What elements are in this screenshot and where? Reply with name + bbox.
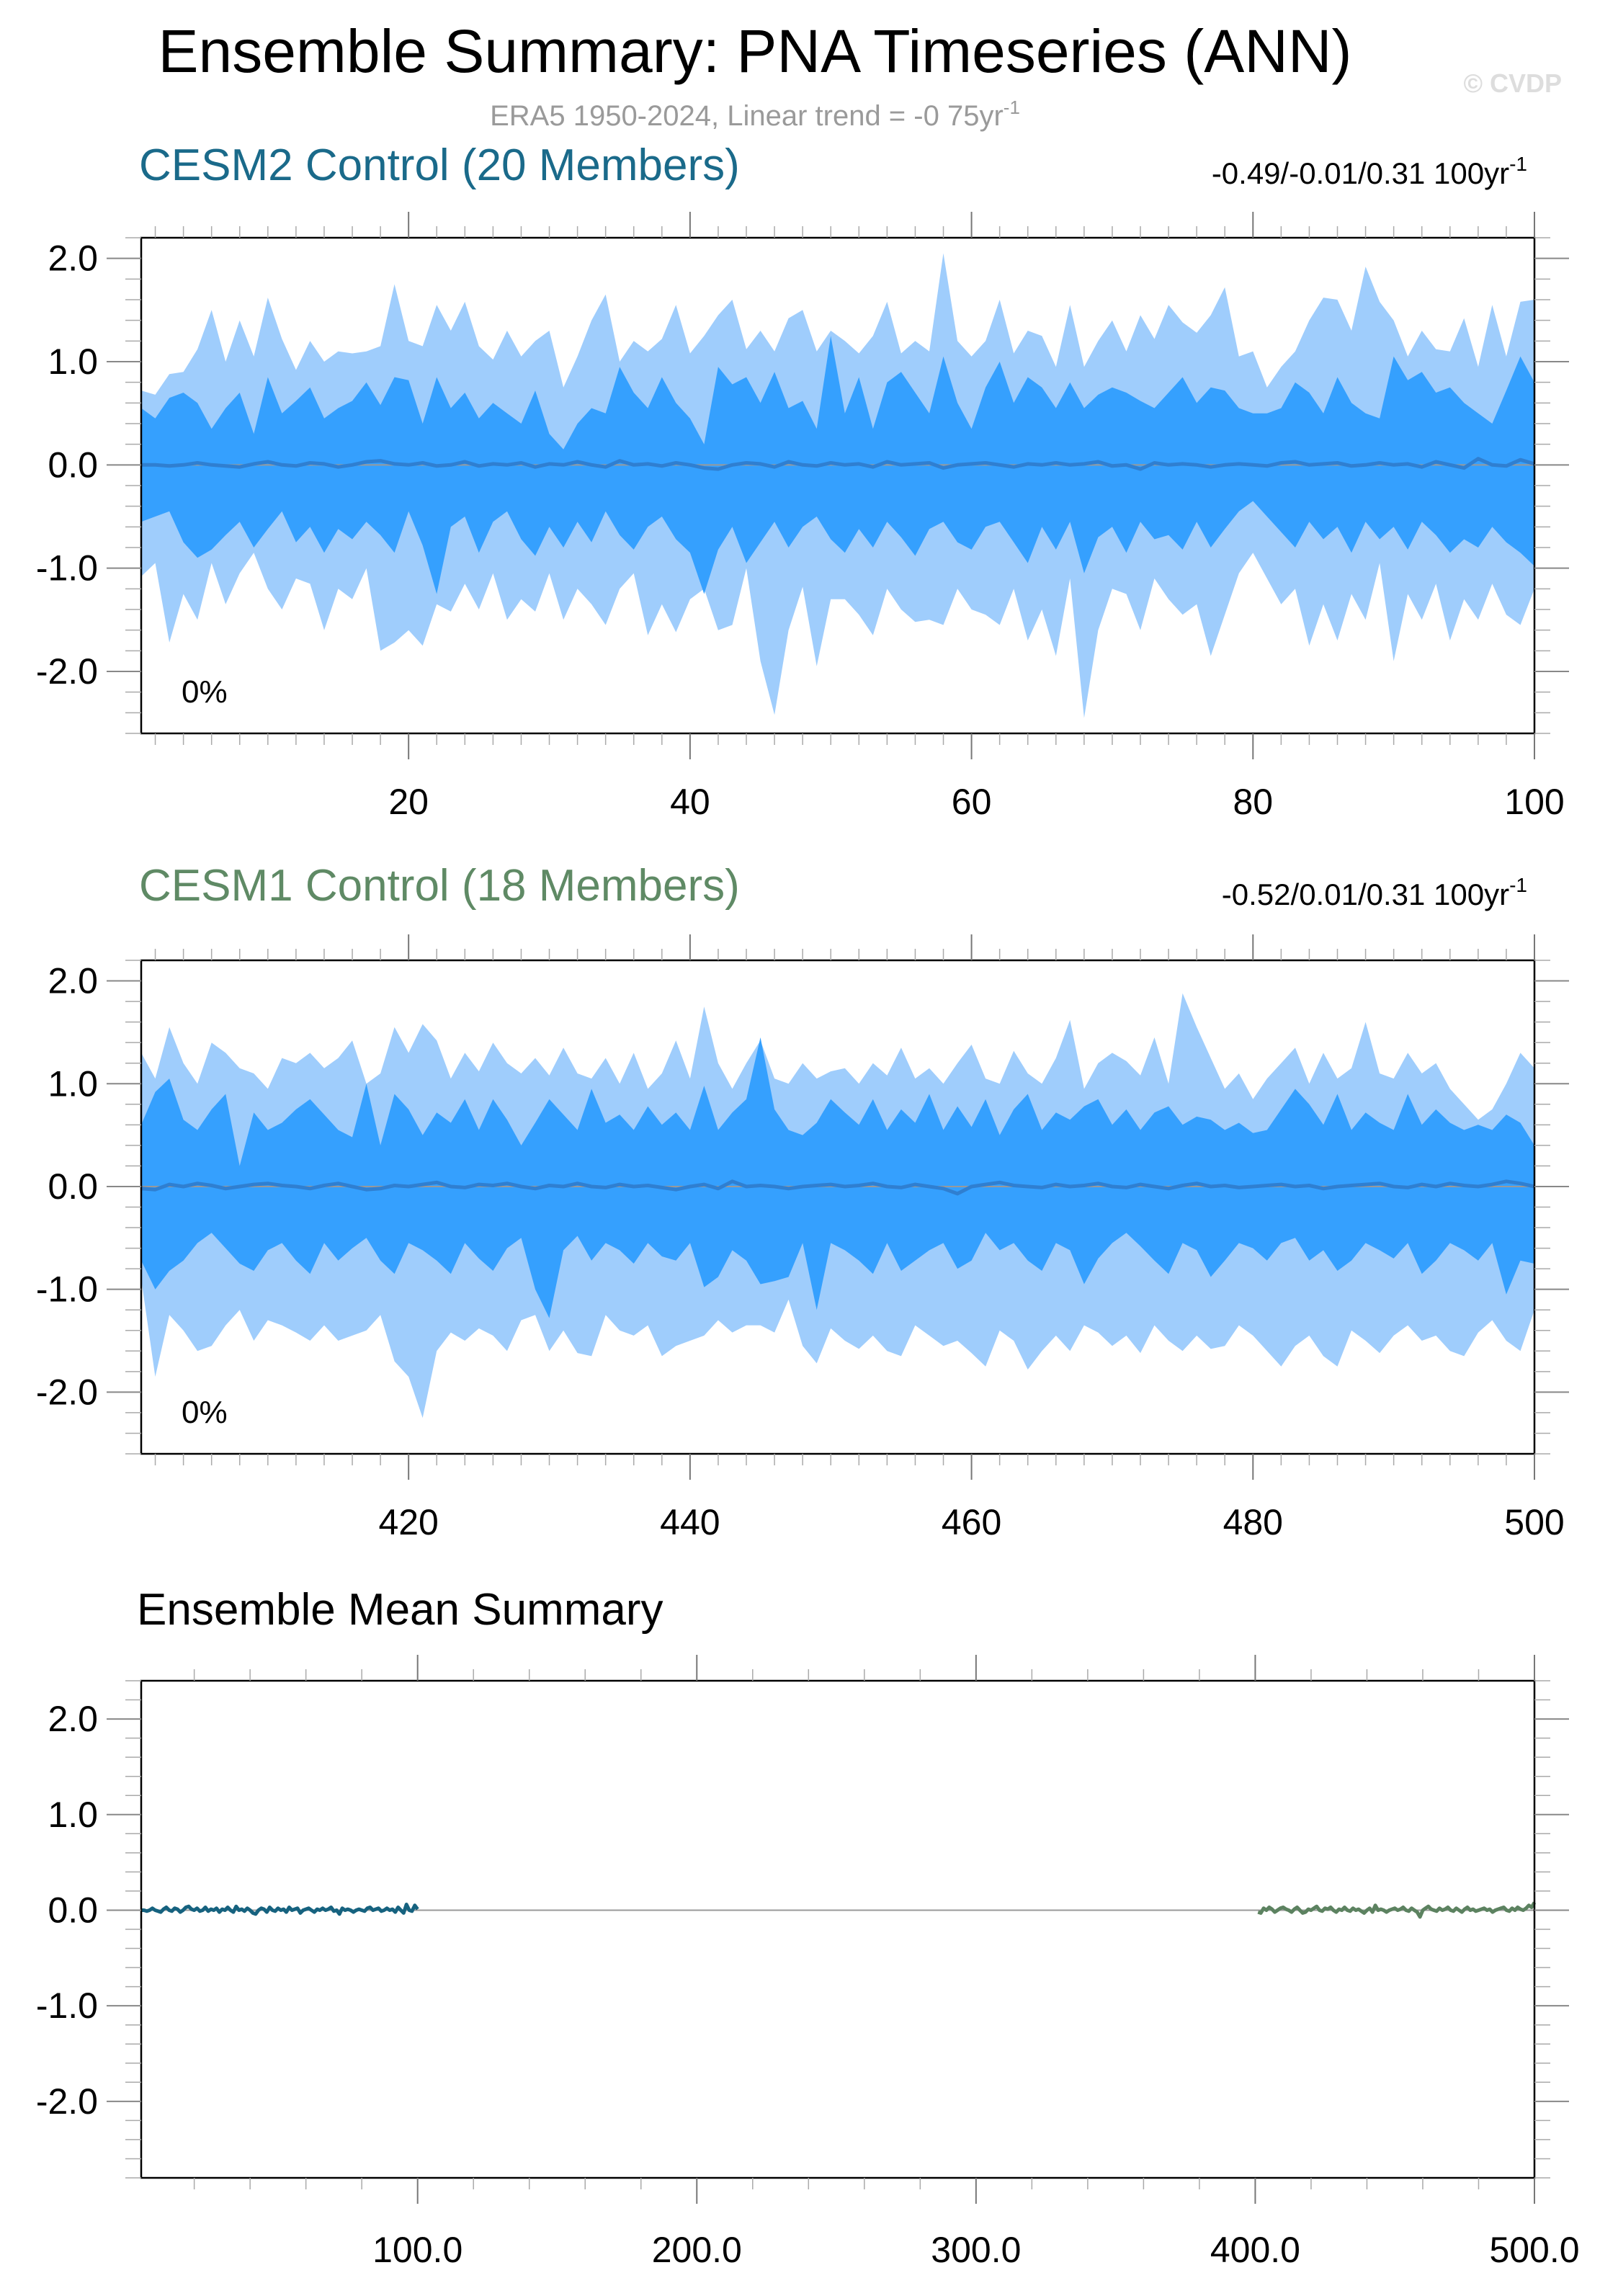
cesm1-trend-label: -0.52/0.01/0.31 100yr-1: [1222, 874, 1527, 911]
cesm2-xtick-label: 100: [1504, 782, 1564, 822]
cesm2-plot-area: 2.0 1.0 0.0 -1.0 -2.0 20 40 60 80 100: [36, 212, 1569, 822]
summary-ytick-label: -2.0: [36, 2081, 98, 2122]
cesm2-ensemble-mean-line: [141, 457, 1535, 471]
cesm1-ytick-label: 1.0: [48, 1063, 98, 1104]
summary-plot-area: 2.0 1.0 0.0 -1.0 -2.0 100.0 200.0 300.0 400.0 500…: [36, 1655, 1580, 2270]
cesm1-xtick-label: 440: [660, 1502, 720, 1542]
summary-xtick-label: 100.0: [372, 2230, 462, 2270]
cesm1-trend-superscript: -1: [1509, 874, 1527, 896]
summary-ytick-label: 0.0: [48, 1890, 98, 1930]
summary-cesm1-line: [1257, 1901, 1537, 1919]
summary-cesm2-line: [141, 1903, 419, 1916]
cesm2-trend-label: -0.49/-0.01/0.31 100yr-1: [1212, 153, 1527, 190]
cesm2-ytick-label: -2.0: [36, 651, 98, 692]
summary-panel-title: Ensemble Mean Summary: [137, 1585, 663, 1635]
cesm1-xtick-label: 500: [1504, 1502, 1564, 1542]
cesm2-ytick-label: 1.0: [48, 341, 98, 382]
summary-xtick-label: 400.0: [1210, 2230, 1300, 2270]
cesm2-panel-title: CESM2 Control (20 Members): [139, 140, 740, 190]
cesm2-trend-superscript: -1: [1509, 153, 1527, 175]
cesm1-ytick-label: 0.0: [48, 1166, 98, 1207]
cesm1-ytick-label: -1.0: [36, 1269, 98, 1310]
cesm1-panel: CESM1 Control (18 Members) -0.52/0.01/0.…: [36, 861, 1569, 1542]
cesm2-ytick-label: 0.0: [48, 445, 98, 485]
cesm1-ytick-label: 2.0: [48, 961, 98, 1001]
cesm1-ytick-label: -2.0: [36, 1372, 98, 1412]
summary-panel: Ensemble Mean Summary 2.0 1.0 0.0 -1.0 -2.0 1…: [36, 1585, 1580, 2270]
summary-xtick-label: 300.0: [931, 2230, 1021, 2270]
cesm2-xtick-label: 40: [670, 782, 710, 822]
summary-ytick-label: 2.0: [48, 1699, 98, 1739]
cesm2-xtick-label: 20: [388, 782, 429, 822]
cesm2-ytick-label: 2.0: [48, 238, 98, 279]
cesm1-xtick-label: 480: [1223, 1502, 1283, 1542]
subtitle-superscript: -1: [1004, 97, 1020, 118]
summary-ytick-label: 1.0: [48, 1795, 98, 1835]
cvdp-watermark: © CVDP: [1463, 68, 1562, 98]
summary-plot-frame: [140, 1679, 1536, 2179]
cesm2-xtick-label: 60: [952, 782, 992, 822]
subtitle-main: ERA5 1950-2024, Linear trend = -0 75yr: [490, 100, 1004, 132]
cesm2-ytick-label: -1.0: [36, 548, 98, 589]
cesm1-percent-label: 0%: [182, 1395, 228, 1430]
cesm1-inner-band: [141, 1037, 1534, 1318]
cesm2-panel: CESM2 Control (20 Members) -0.49/-0.01/0…: [36, 140, 1569, 822]
main-title: Ensemble Summary: PNA Timeseries (ANN): [158, 17, 1351, 85]
cesm1-ensemble-mean-line: [140, 1179, 1535, 1196]
cesm2-xtick-label: 80: [1233, 782, 1273, 822]
cesm1-trend-value: -0.52/0.01/0.31 100yr: [1222, 877, 1509, 911]
cesm1-panel-title: CESM1 Control (18 Members): [139, 861, 740, 911]
subtitle: ERA5 1950-2024, Linear trend = -0 75yr-1: [490, 97, 1020, 132]
summary-xtick-label: 200.0: [652, 2230, 742, 2270]
summary-xtick-label: 500.0: [1489, 2230, 1579, 2270]
cesm2-trend-value: -0.49/-0.01/0.31 100yr: [1212, 156, 1509, 190]
cesm1-xtick-label: 420: [378, 1502, 438, 1542]
cesm2-percent-label: 0%: [182, 674, 228, 710]
summary-ytick-label: -1.0: [36, 1985, 98, 2026]
cesm1-plot-area: 2.0 1.0 0.0 -1.0 -2.0 420 440 460 480 500: [36, 934, 1569, 1542]
cesm1-xtick-label: 460: [942, 1502, 1001, 1542]
